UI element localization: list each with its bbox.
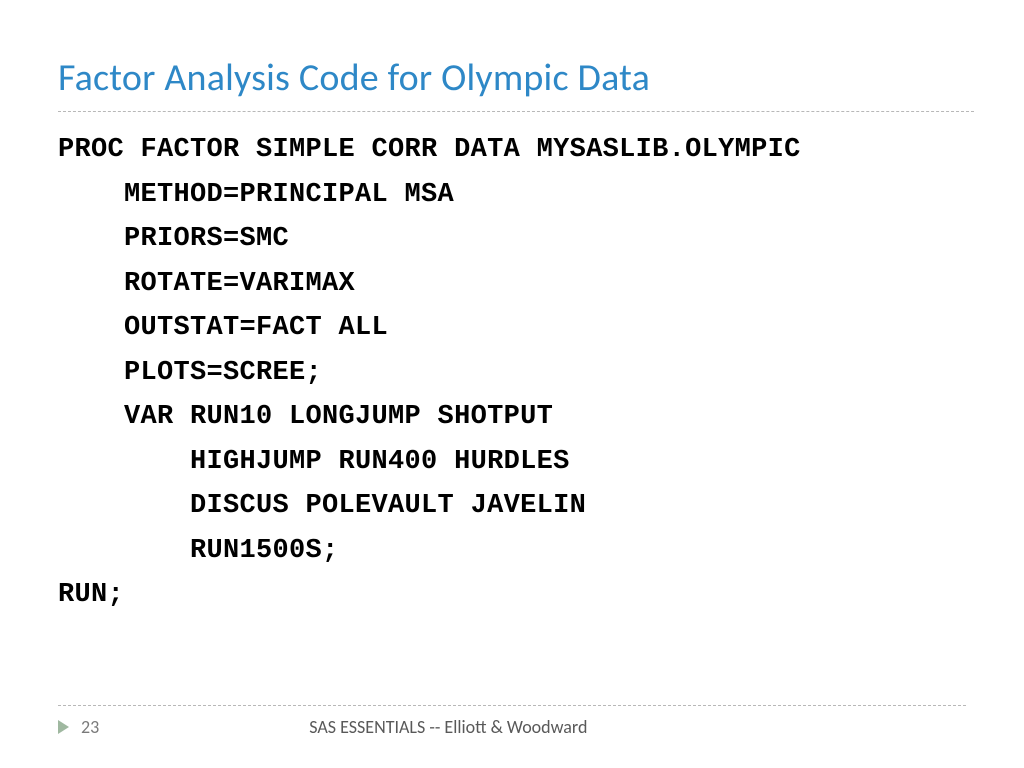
- arrow-right-icon: [58, 720, 69, 734]
- footer-divider: [58, 705, 966, 706]
- title-divider: [58, 111, 974, 112]
- slide-footer: 23 SAS ESSENTIALS -- Elliott & Woodward: [0, 705, 1024, 738]
- footer-row: 23 SAS ESSENTIALS -- Elliott & Woodward: [58, 716, 966, 738]
- footer-text: SAS ESSENTIALS -- Elliott & Woodward: [309, 716, 587, 738]
- code-block: PROC FACTOR SIMPLE CORR DATA MYSASLIB.OL…: [58, 128, 974, 618]
- page-number: 23: [81, 716, 99, 738]
- slide: Factor Analysis Code for Olympic Data PR…: [0, 0, 1024, 768]
- slide-title: Factor Analysis Code for Olympic Data: [58, 55, 974, 101]
